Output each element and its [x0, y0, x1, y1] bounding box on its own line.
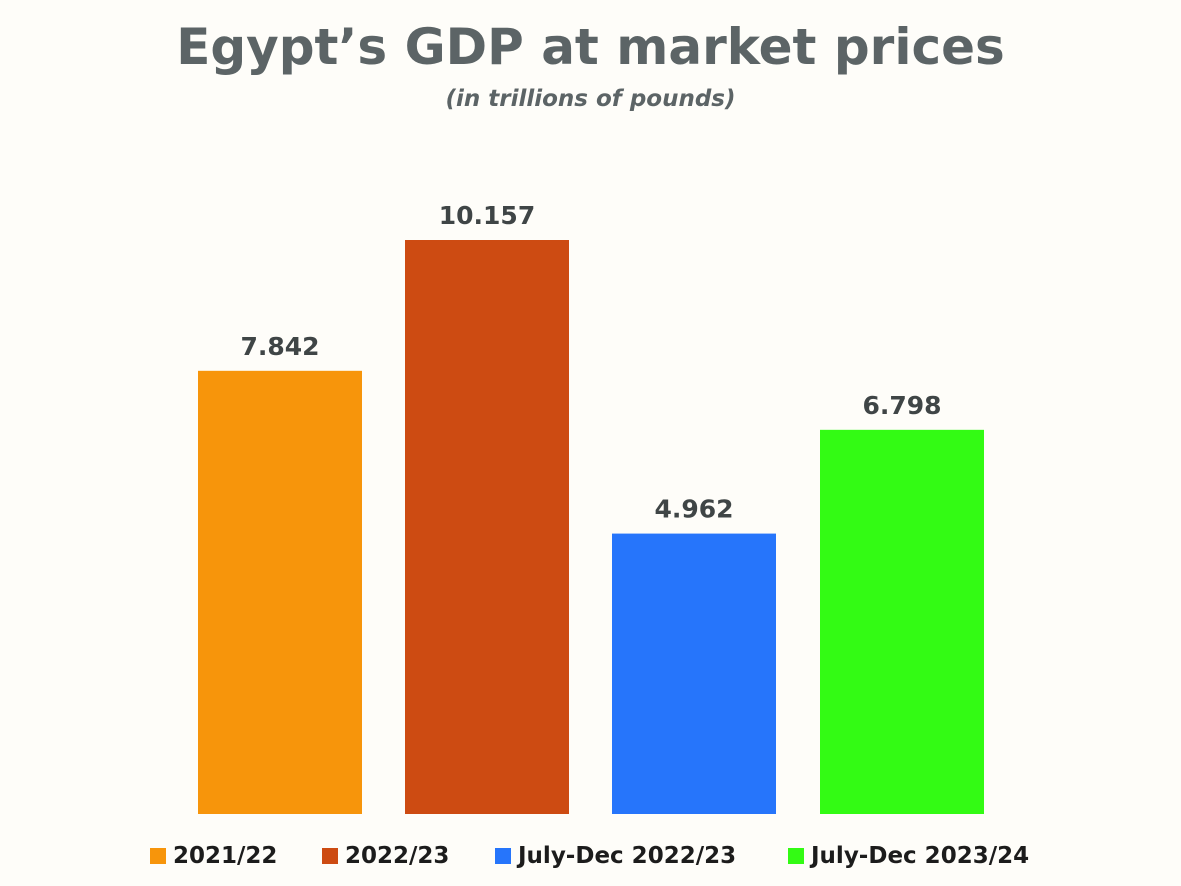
- legend-swatch-2: [322, 848, 338, 864]
- bar-value-label-2: 10.157: [439, 201, 535, 230]
- legend-swatch-1: [150, 848, 166, 864]
- chart-subtitle: (in trillions of pounds): [445, 86, 736, 112]
- bar-1: [198, 370, 362, 814]
- legend-swatch-3: [495, 848, 511, 864]
- bar-2: [405, 240, 569, 814]
- legend-label-4: July-Dec 2023/24: [811, 843, 1030, 869]
- legend-item-2: 2022/23: [322, 838, 449, 874]
- bar-chart-plot: 7.842 10.157 4.962 6.798: [198, 201, 984, 814]
- chart-legend: 2021/22 2022/23 July-Dec 2022/23 July-Dec 2…: [0, 838, 1181, 874]
- legend-label-2: 2022/23: [345, 843, 450, 869]
- bar-4: [820, 429, 984, 814]
- legend-label-1: 2021/22: [173, 843, 278, 869]
- legend-item-3: July-Dec 2022/23: [495, 838, 736, 874]
- bar-value-label-1: 7.842: [240, 332, 319, 361]
- bar-3: [612, 533, 776, 814]
- bar-value-label-4: 6.798: [862, 391, 941, 420]
- bar-value-label-3: 4.962: [654, 495, 733, 524]
- legend-item-4: July-Dec 2023/24: [788, 838, 1029, 874]
- legend-item-1: 2021/22: [150, 838, 277, 874]
- legend-swatch-4: [788, 848, 804, 864]
- chart-title: Egypt’s GDP at market prices: [176, 18, 1005, 76]
- legend-label-3: July-Dec 2022/23: [518, 843, 737, 869]
